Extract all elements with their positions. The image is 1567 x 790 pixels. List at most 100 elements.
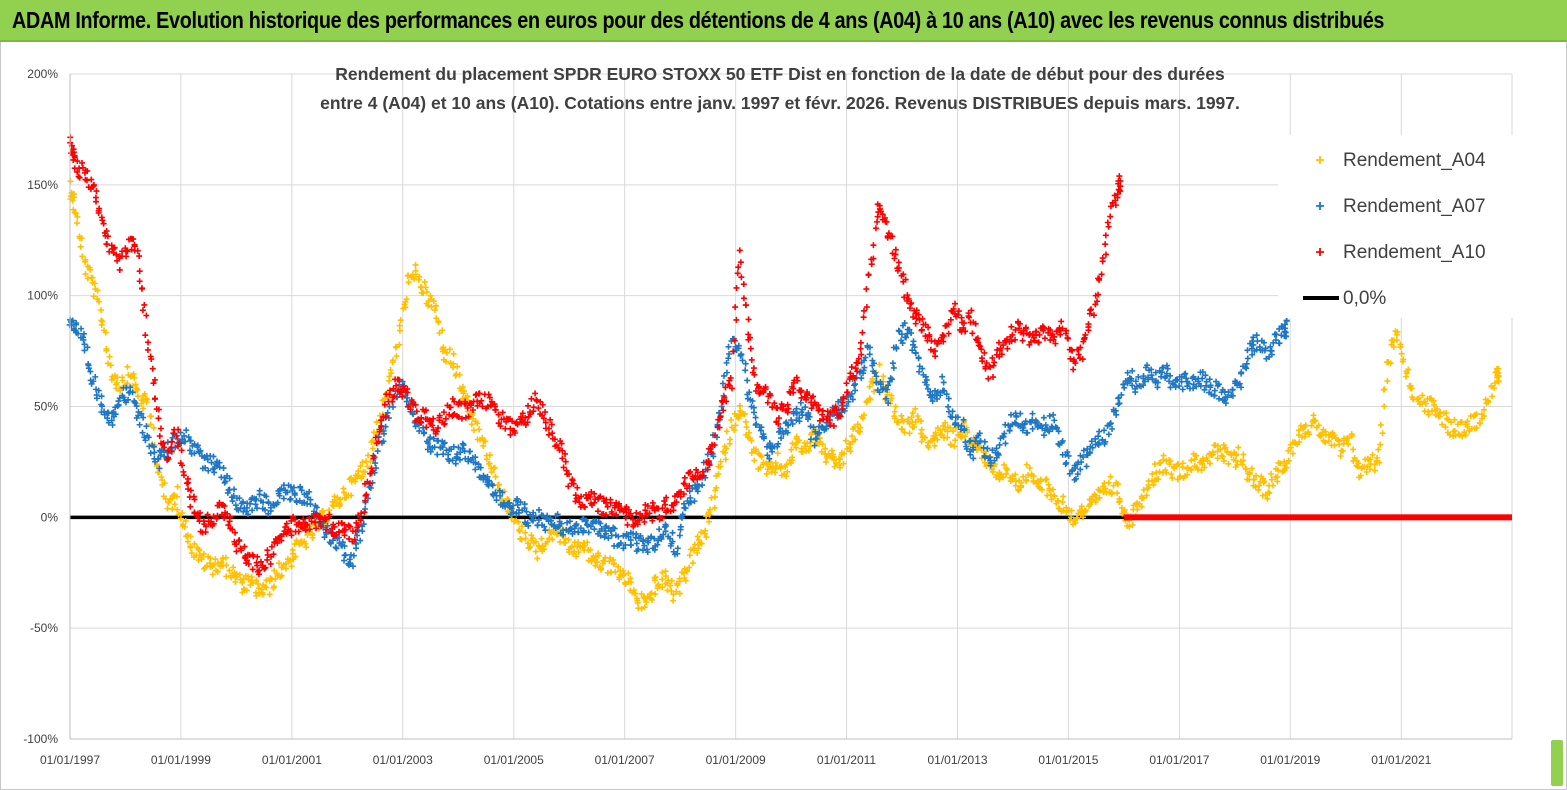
point-rendement-a10: [185, 479, 192, 486]
point-rendement-a04: [1218, 452, 1225, 459]
point-rendement-a04: [124, 363, 131, 370]
point-rendement-a04: [1039, 486, 1046, 493]
point-rendement-a10: [1026, 331, 1033, 338]
point-rendement-a04: [942, 419, 949, 426]
point-rendement-a07: [95, 387, 102, 394]
point-rendement-a07: [307, 501, 314, 508]
point-rendement-a10: [995, 339, 1002, 346]
point-rendement-a04: [706, 511, 713, 518]
point-rendement-a10: [629, 516, 636, 523]
point-rendement-a07: [746, 389, 753, 396]
point-rendement-a07: [224, 489, 231, 496]
point-rendement-a10: [728, 385, 735, 392]
point-rendement-a04: [1096, 494, 1103, 501]
point-rendement-a07: [1074, 471, 1081, 478]
point-rendement-a04: [450, 350, 457, 357]
point-rendement-a07: [922, 373, 929, 380]
point-rendement-a10: [1059, 325, 1066, 332]
point-rendement-a04: [1350, 446, 1357, 453]
point-rendement-a10: [951, 310, 958, 317]
point-rendement-a10: [1029, 331, 1036, 338]
point-rendement-a04: [71, 209, 78, 216]
point-rendement-a10: [426, 417, 433, 424]
point-rendement-a10: [574, 484, 581, 491]
point-rendement-a04: [1001, 461, 1008, 468]
point-rendement-a07: [280, 495, 287, 502]
point-rendement-a10: [528, 395, 535, 402]
point-rendement-a07: [585, 529, 592, 536]
point-rendement-a07: [1011, 419, 1018, 426]
point-rendement-a07: [910, 338, 917, 345]
point-rendement-a07: [769, 448, 776, 455]
point-rendement-a04: [355, 468, 362, 475]
point-rendement-a07: [290, 484, 297, 491]
point-rendement-a04: [367, 458, 374, 465]
point-rendement-a07: [744, 377, 751, 384]
point-rendement-a07: [1208, 391, 1215, 398]
point-rendement-a10: [361, 509, 368, 516]
point-rendement-a10: [727, 374, 734, 381]
point-rendement-a04: [119, 374, 126, 381]
point-rendement-a04: [1300, 425, 1307, 432]
point-rendement-a07: [807, 436, 814, 443]
point-rendement-a07: [1152, 369, 1159, 376]
point-rendement-a10: [264, 556, 271, 563]
point-rendement-a07: [430, 435, 437, 442]
point-rendement-a07: [434, 451, 441, 458]
point-rendement-a07: [1124, 369, 1131, 376]
point-rendement-a10: [859, 329, 866, 336]
point-rendement-a04: [1220, 458, 1227, 465]
point-rendement-a07: [735, 345, 742, 352]
point-rendement-a07: [1095, 439, 1102, 446]
point-rendement-a10: [622, 514, 629, 521]
point-rendement-a10: [400, 383, 407, 390]
point-rendement-a10: [535, 405, 542, 412]
point-rendement-a10: [1008, 338, 1015, 345]
point-rendement-a07: [952, 420, 959, 427]
point-rendement-a07: [1179, 386, 1186, 393]
point-rendement-a04: [695, 545, 702, 552]
point-rendement-a10: [624, 521, 631, 528]
point-rendement-a10: [93, 198, 100, 205]
point-rendement-a07: [845, 398, 852, 405]
point-rendement-a04: [789, 454, 796, 461]
point-rendement-a10: [733, 316, 740, 323]
point-rendement-a07: [887, 375, 894, 382]
point-rendement-a07: [1148, 366, 1155, 373]
point-rendement-a07: [764, 452, 771, 459]
point-rendement-a10: [423, 424, 430, 431]
point-rendement-a04: [1126, 523, 1133, 530]
point-rendement-a07: [793, 405, 800, 412]
point-rendement-a04: [789, 440, 796, 447]
scroll-handle-icon[interactable]: [1551, 740, 1563, 786]
point-rendement-a04: [884, 391, 891, 398]
point-rendement-a04: [1050, 486, 1057, 493]
point-rendement-a07: [1124, 380, 1131, 387]
point-rendement-a04: [951, 443, 958, 450]
point-rendement-a07: [777, 425, 784, 432]
point-rendement-a10: [88, 176, 95, 183]
point-rendement-a10: [1058, 318, 1065, 325]
point-rendement-a07: [1096, 428, 1103, 435]
point-rendement-a10: [919, 315, 926, 322]
point-rendement-a04: [411, 275, 418, 282]
point-rendement-a04: [1206, 460, 1213, 467]
point-rendement-a07: [941, 387, 948, 394]
point-rendement-a07: [902, 334, 909, 341]
point-rendement-a07: [194, 444, 201, 451]
point-rendement-a10: [168, 448, 175, 455]
point-rendement-a04: [472, 418, 479, 425]
point-rendement-a07: [1236, 380, 1243, 387]
point-rendement-a10: [854, 368, 861, 375]
point-rendement-a10: [686, 482, 693, 489]
point-rendement-a07: [354, 532, 361, 539]
point-rendement-a04: [662, 568, 669, 575]
point-rendement-a10: [423, 407, 430, 414]
point-rendement-a07: [484, 473, 491, 480]
point-rendement-a04: [243, 587, 250, 594]
point-rendement-a04: [1129, 522, 1136, 529]
point-rendement-a07: [662, 522, 669, 529]
point-rendement-a10: [955, 308, 962, 315]
point-rendement-a07: [181, 432, 188, 439]
point-rendement-a10: [412, 401, 419, 408]
